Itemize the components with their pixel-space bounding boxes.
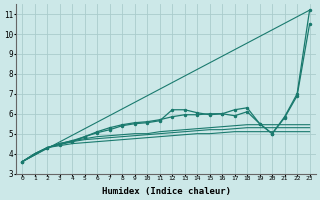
X-axis label: Humidex (Indice chaleur): Humidex (Indice chaleur) (101, 187, 230, 196)
